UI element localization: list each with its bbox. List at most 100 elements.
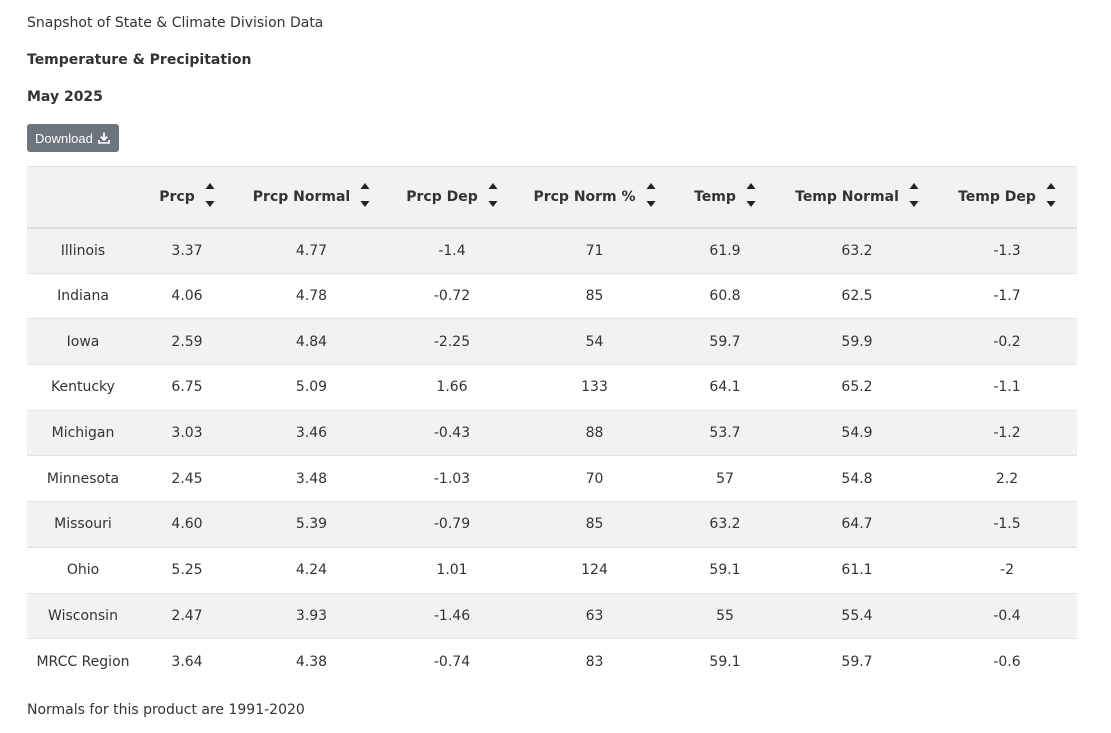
value-cell-temp: 64.1: [709, 379, 741, 396]
state-name-cell: Ohio: [66, 562, 100, 579]
table-row: Illinois 3.37 4.77 -1.4 71 61.9 63.2 -1.3: [27, 227, 1077, 274]
value-cell-prcp-dep: -1.03: [433, 470, 471, 487]
header-temp-normal[interactable]: Temp Normal: [777, 167, 937, 228]
header-cell-state: [27, 167, 139, 228]
table-row: Missouri 4.60 5.39 -0.79 85 63.2 64.7 -1.5: [27, 501, 1077, 548]
sort-icon[interactable]: [488, 182, 498, 212]
header-prcp-normal[interactable]: Prcp Normal: [235, 167, 388, 228]
value-cell-prcp: 3.37: [171, 242, 203, 259]
value-cell-prcp: 3.64: [171, 653, 203, 670]
value-cell-temp-dep: -2: [1000, 562, 1014, 579]
table-row: Michigan 3.03 3.46 -0.43 88 53.7 54.9 -1.2: [27, 410, 1077, 456]
header-temp-dep[interactable]: Temp Dep: [937, 167, 1077, 228]
value-cell-prcp-normal: 5.09: [295, 379, 328, 396]
download-button[interactable]: Download: [27, 124, 119, 152]
state-name-cell: Kentucky: [51, 379, 115, 396]
value-cell-prcp: 6.75: [171, 379, 203, 396]
value-cell-prcp-normal: 4.24: [295, 562, 328, 579]
table-row: MRCC Region 3.64 4.38 -0.74 83 59.1 59.7 -0.6: [27, 638, 1077, 685]
value-cell-prcp-normal: 5.39: [295, 516, 328, 533]
sort-icon[interactable]: [909, 182, 919, 212]
value-cell-temp-dep: -1.7: [993, 288, 1021, 305]
header-prcp-dep[interactable]: Prcp Dep: [388, 167, 516, 228]
sort-icon[interactable]: [1046, 182, 1056, 212]
data-table-container: Prcp Prcp Normal Prcp Dep Prcp Norm % Temp Te…: [27, 166, 1077, 685]
value-cell-prcp-dep: 1.66: [436, 379, 468, 396]
value-cell-prcp-dep: -0.72: [433, 288, 471, 305]
sort-icon[interactable]: [205, 182, 215, 212]
table-row: Ohio 5.25 4.24 1.01 124 59.1 61.1 -2: [27, 547, 1077, 593]
value-cell-prcp-dep: -0.79: [433, 516, 471, 533]
value-cell-temp-normal: 59.7: [841, 653, 873, 670]
value-cell-prcp-normal: 4.78: [295, 288, 328, 305]
value-cell-prcp-norm-pct: 85: [585, 288, 604, 305]
value-cell-prcp-dep: -1.4: [438, 242, 466, 259]
header-prcp-norm-pct[interactable]: Prcp Norm %: [516, 167, 673, 228]
table-row: Wisconsin 2.47 3.93 -1.46 63 55 55.4 -0.4: [27, 593, 1077, 639]
state-name-cell: MRCC Region: [36, 653, 130, 670]
state-name-cell: Minnesota: [46, 470, 120, 487]
value-cell-temp-dep: -0.6: [993, 653, 1021, 670]
value-cell-prcp-normal: 3.48: [295, 470, 328, 487]
value-cell-temp-normal: 54.8: [841, 470, 873, 487]
value-cell-prcp-dep: 1.01: [436, 562, 468, 579]
table-row: Kentucky 6.75 5.09 1.66 133 64.1 65.2 -1.1: [27, 364, 1077, 411]
value-cell-prcp: 5.25: [171, 562, 203, 579]
value-cell-prcp-dep: -2.25: [433, 333, 471, 350]
column-label: Prcp: [159, 188, 195, 205]
value-cell-prcp-normal: 4.84: [295, 333, 328, 350]
value-cell-prcp-norm-pct: 63: [585, 607, 604, 624]
value-cell-temp-normal: 55.4: [841, 607, 873, 624]
value-cell-prcp: 2.59: [171, 333, 203, 350]
value-cell-prcp-normal: 3.46: [295, 425, 328, 442]
header-temp[interactable]: Temp: [673, 167, 777, 228]
sortable-header-temp-normal[interactable]: Temp Normal: [795, 182, 919, 212]
state-name-cell: Illinois: [60, 242, 106, 259]
download-icon: [98, 132, 110, 144]
table-row: Minnesota 2.45 3.48 -1.03 70 57 54.8 2.2: [27, 455, 1077, 502]
sort-icon[interactable]: [746, 182, 756, 212]
sort-icon[interactable]: [646, 182, 656, 212]
table-row: Iowa 2.59 4.84 -2.25 54 59.7 59.9 -0.2: [27, 318, 1077, 365]
value-cell-temp: 55: [716, 607, 734, 624]
value-cell-temp: 57: [716, 470, 734, 487]
normals-footnote: Normals for this product are 1991-2020: [27, 702, 305, 718]
value-cell-temp-dep: -1.3: [993, 242, 1021, 259]
period-label: May 2025: [27, 89, 103, 105]
sortable-header-temp[interactable]: Temp: [694, 182, 756, 212]
header-prcp[interactable]: Prcp: [139, 167, 235, 228]
value-cell-temp-dep: -0.2: [993, 333, 1021, 350]
sortable-header-prcp-norm-pct[interactable]: Prcp Norm %: [533, 182, 656, 212]
value-cell-prcp: 2.47: [171, 607, 203, 624]
column-label: Temp: [694, 188, 736, 205]
column-label: Temp Normal: [795, 188, 899, 205]
value-cell-prcp: 3.03: [171, 425, 203, 442]
value-cell-temp-dep: 2.2: [995, 470, 1019, 487]
value-cell-temp: 59.1: [709, 653, 741, 670]
state-name-cell: Indiana: [57, 288, 109, 305]
value-cell-prcp: 4.60: [171, 516, 203, 533]
value-cell-temp-normal: 59.9: [841, 333, 873, 350]
sort-icon[interactable]: [360, 182, 370, 212]
value-cell-prcp-norm-pct: 83: [585, 653, 604, 670]
value-cell-temp-dep: -1.5: [993, 516, 1021, 533]
table-header-row: Prcp Prcp Normal Prcp Dep Prcp Norm % Temp Te…: [27, 166, 1077, 228]
data-table: Prcp Prcp Normal Prcp Dep Prcp Norm % Temp Te…: [27, 166, 1077, 685]
value-cell-temp-normal: 64.7: [841, 516, 873, 533]
value-cell-prcp-dep: -0.74: [433, 653, 471, 670]
download-label: Download: [35, 130, 93, 146]
value-cell-temp-normal: 65.2: [841, 379, 873, 396]
sortable-header-prcp-dep[interactable]: Prcp Dep: [406, 182, 498, 212]
state-name-cell: Missouri: [54, 516, 112, 533]
value-cell-prcp-norm-pct: 124: [581, 562, 608, 579]
value-cell-prcp-norm-pct: 85: [585, 516, 604, 533]
value-cell-temp-normal: 63.2: [841, 242, 873, 259]
sortable-header-temp-dep[interactable]: Temp Dep: [958, 182, 1056, 212]
value-cell-prcp-norm-pct: 71: [585, 242, 604, 259]
value-cell-temp-dep: -1.1: [993, 379, 1021, 396]
value-cell-prcp-normal: 3.93: [295, 607, 328, 624]
sortable-header-prcp[interactable]: Prcp: [159, 182, 215, 212]
value-cell-prcp: 2.45: [171, 470, 203, 487]
sortable-header-prcp-normal[interactable]: Prcp Normal: [253, 182, 370, 212]
state-name-cell: Michigan: [51, 425, 115, 442]
